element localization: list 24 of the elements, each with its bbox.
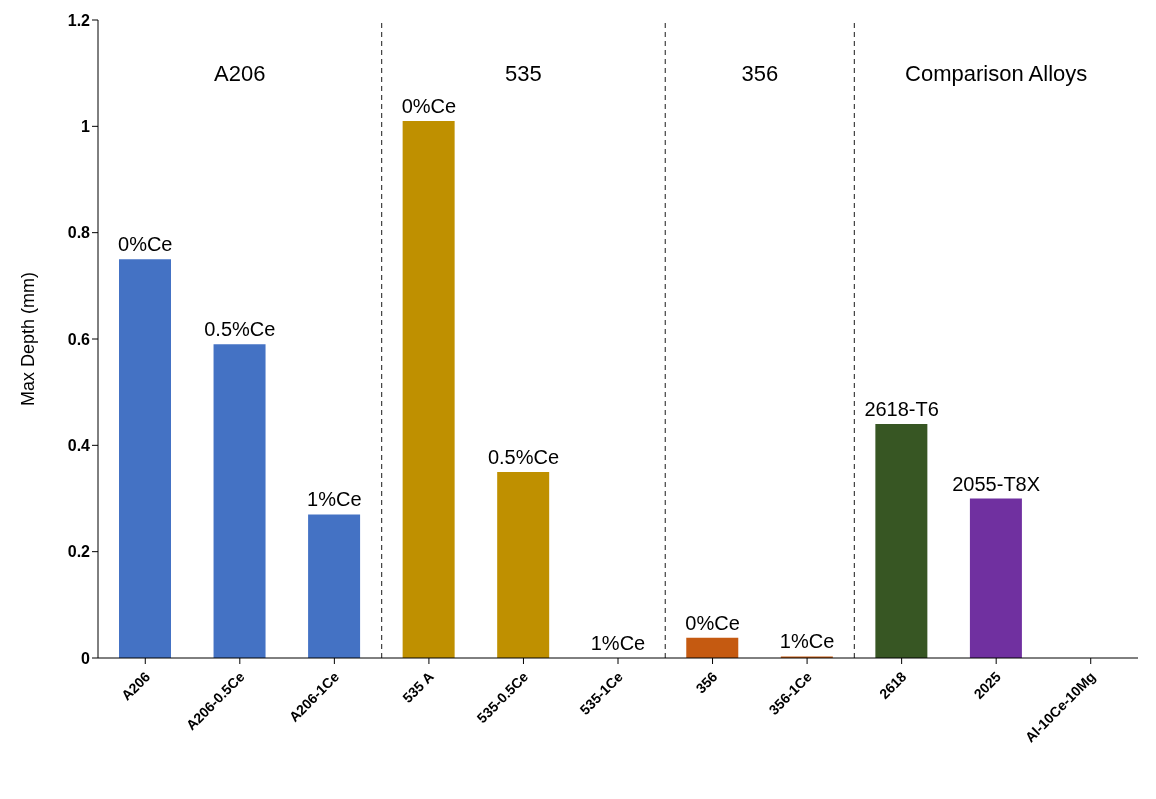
x-tick-label: 535 A xyxy=(399,668,437,706)
annotation: 2055-T8X xyxy=(952,472,1041,495)
y-tick-label: 1.2 xyxy=(67,11,91,29)
annotation: 1%Ce xyxy=(779,630,835,653)
annotation: 0%Ce xyxy=(685,611,740,634)
annotation: 1%Ce xyxy=(590,632,646,654)
x-tick-label: 356 xyxy=(692,668,721,697)
annotation: 356 xyxy=(741,60,779,86)
y-axis-title: Max Depth (mm) xyxy=(18,271,39,407)
annotation: 0%Ce xyxy=(118,233,173,256)
annotation: 1%Ce xyxy=(307,488,362,511)
annotation: A206 xyxy=(214,60,266,86)
y-tick-label: 0.6 xyxy=(67,330,91,348)
annotation: 0.5%Ce xyxy=(204,318,276,341)
y-tick-label: 0.2 xyxy=(67,543,91,561)
annotation: 2618-T6 xyxy=(864,398,939,421)
y-tick-label: 0 xyxy=(81,649,91,667)
annotation: 0%Ce xyxy=(401,95,457,118)
annotation: Comparison Alloys xyxy=(905,60,1088,86)
annotation: 0.5%Ce xyxy=(487,445,560,468)
annotation: 535 xyxy=(505,60,542,86)
y-tick-label: 0.8 xyxy=(67,224,91,242)
y-tick-label: 1 xyxy=(81,118,91,136)
y-tick-label: 0.4 xyxy=(67,437,91,455)
